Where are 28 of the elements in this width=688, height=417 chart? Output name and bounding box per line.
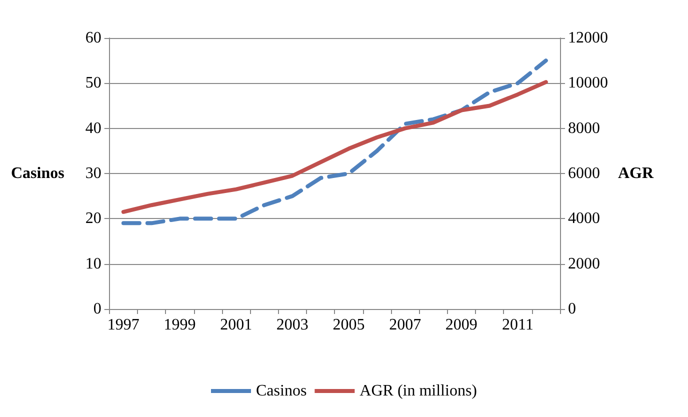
x-tick-label: 1999 — [164, 316, 196, 334]
y-tick-label: 50 — [85, 74, 102, 92]
legend-label: Casinos — [256, 382, 307, 400]
x-tick-label: 1997 — [107, 316, 140, 334]
y-tick-label: 0 — [93, 300, 102, 318]
y2-tick-label: 4000 — [568, 210, 600, 228]
x-tick-label: 2003 — [276, 316, 308, 334]
y2-tick-label: 10000 — [568, 74, 608, 92]
y-tick-label: 20 — [85, 210, 102, 228]
y-tick-label: 30 — [85, 165, 102, 182]
x-tick-label: 2001 — [220, 316, 252, 334]
y2-axis-title: AGR — [618, 165, 654, 182]
line-series — [121, 58, 548, 226]
y2-tick-label: 8000 — [568, 120, 600, 137]
line-series — [121, 80, 548, 214]
y-axis-title: Casinos — [10, 165, 64, 182]
legend-label: AGR (in millions) — [360, 382, 478, 400]
y2-tick-label: 6000 — [568, 165, 600, 182]
x-tick-label: 2009 — [445, 316, 478, 334]
y-tick-label: 40 — [85, 120, 102, 137]
x-tick-label: 2011 — [502, 316, 534, 334]
y2-tick-label: 0 — [568, 300, 576, 318]
y2-tick-label: 12000 — [568, 30, 608, 46]
x-tick-label: 2007 — [389, 316, 422, 334]
x-tick-label: 2005 — [332, 316, 365, 334]
y-tick-label: 10 — [85, 255, 102, 272]
y2-tick-label: 2000 — [568, 255, 600, 272]
y-tick-label: 60 — [85, 30, 102, 46]
